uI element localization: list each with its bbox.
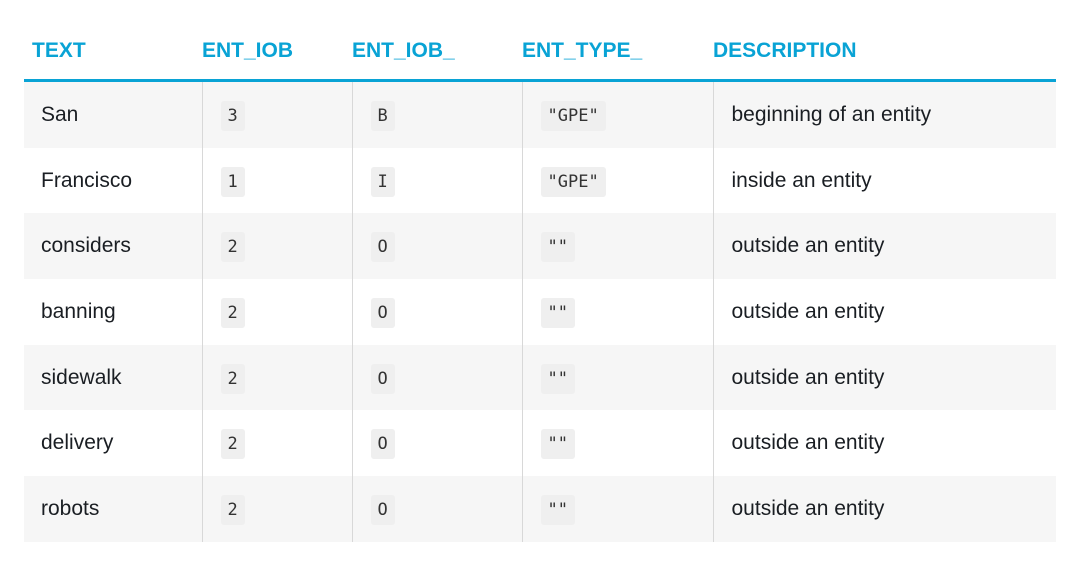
cell-text: banning xyxy=(41,299,116,323)
cell-description: inside an entity xyxy=(712,147,1056,214)
column-header-text: TEXT xyxy=(24,20,202,82)
code-value: 2 xyxy=(220,429,245,460)
code-value: "" xyxy=(540,232,575,263)
table-row: banning 2 O "" outside an entity xyxy=(24,279,1056,345)
cell-text: Francisco xyxy=(41,168,133,192)
cell-text: San xyxy=(24,80,202,148)
code-value: O xyxy=(370,232,395,263)
cell-description: outside an entity xyxy=(712,344,1056,411)
cell-ent-type-: "" xyxy=(521,213,713,280)
table-row: considers 2 O "" outside an entity xyxy=(24,213,1056,280)
table-row: sidewalk 2 O "" outside an entity xyxy=(24,344,1056,411)
code-value: "" xyxy=(540,297,575,328)
code-value: 2 xyxy=(220,494,245,525)
cell-ent-iob: 2 xyxy=(201,213,352,280)
cell-text: delivery xyxy=(41,431,114,455)
header-row: TEXT ENT_IOB ENT_IOB_ ENT_TYPE_ DESCRIPT… xyxy=(24,20,1056,82)
cell-description: outside an entity xyxy=(712,476,1056,542)
code-value: B xyxy=(370,100,395,131)
table-row: delivery 2 O "" outside an entity xyxy=(24,410,1056,477)
column-header-ent-iob: ENT_IOB xyxy=(202,20,352,82)
code-value: 2 xyxy=(220,297,245,328)
cell-description: beginning of an entity xyxy=(712,80,1056,148)
cell-ent-iob: 1 xyxy=(201,147,352,214)
cell-description: outside an entity xyxy=(712,410,1056,477)
code-value: O xyxy=(370,494,395,525)
cell-ent-type-: "" xyxy=(521,279,713,345)
entity-iob-table: TEXT ENT_IOB ENT_IOB_ ENT_TYPE_ DESCRIPT… xyxy=(24,20,1056,542)
code-value: 2 xyxy=(220,363,245,394)
code-value: "" xyxy=(540,363,575,394)
cell-ent-iob-: B xyxy=(351,80,522,148)
code-value: "" xyxy=(540,429,575,460)
cell-ent-iob: 3 xyxy=(201,80,352,148)
cell-ent-iob: 2 xyxy=(201,279,352,345)
cell-description: outside an entity xyxy=(712,213,1056,280)
cell-ent-iob: 2 xyxy=(201,344,352,411)
code-value: O xyxy=(370,297,395,328)
cell-ent-iob-: O xyxy=(351,476,522,542)
cell-ent-type-: "GPE" xyxy=(521,80,713,148)
column-header-ent-type-: ENT_TYPE_ xyxy=(522,20,713,82)
cell-ent-type-: "" xyxy=(521,344,713,411)
table-row: Francisco 1 I "GPE" inside an entity xyxy=(24,147,1056,214)
cell-ent-type-: "" xyxy=(521,410,713,477)
cell-text: robots xyxy=(24,476,202,542)
cell-description: outside an entity xyxy=(712,279,1056,345)
cell-text: sidewalk xyxy=(24,344,202,411)
column-header-ent-iob-: ENT_IOB_ xyxy=(352,20,522,82)
cell-ent-type-: "" xyxy=(521,476,713,542)
cell-ent-type-: "GPE" xyxy=(521,147,713,214)
code-value: I xyxy=(370,166,395,197)
table-row: robots 2 O "" outside an entity xyxy=(24,476,1056,542)
cell-ent-iob-: O xyxy=(351,279,522,345)
cell-ent-iob: 2 xyxy=(201,476,352,542)
cell-ent-iob-: O xyxy=(351,213,522,280)
code-value: "" xyxy=(540,494,575,525)
table-row: San 3 B "GPE" beginning of an entity xyxy=(24,80,1056,148)
code-value: 1 xyxy=(220,166,245,197)
column-header-description: DESCRIPTION xyxy=(713,20,1056,82)
cell-text: considers xyxy=(24,213,202,280)
cell-ent-iob-: O xyxy=(351,344,522,411)
code-value: "GPE" xyxy=(540,166,606,197)
code-value: 3 xyxy=(220,100,245,131)
cell-ent-iob-: O xyxy=(351,410,522,477)
cell-ent-iob-: I xyxy=(351,147,522,214)
code-value: O xyxy=(370,429,395,460)
code-value: "GPE" xyxy=(540,100,606,131)
code-value: O xyxy=(370,363,395,394)
cell-ent-iob: 2 xyxy=(201,410,352,477)
code-value: 2 xyxy=(220,232,245,263)
